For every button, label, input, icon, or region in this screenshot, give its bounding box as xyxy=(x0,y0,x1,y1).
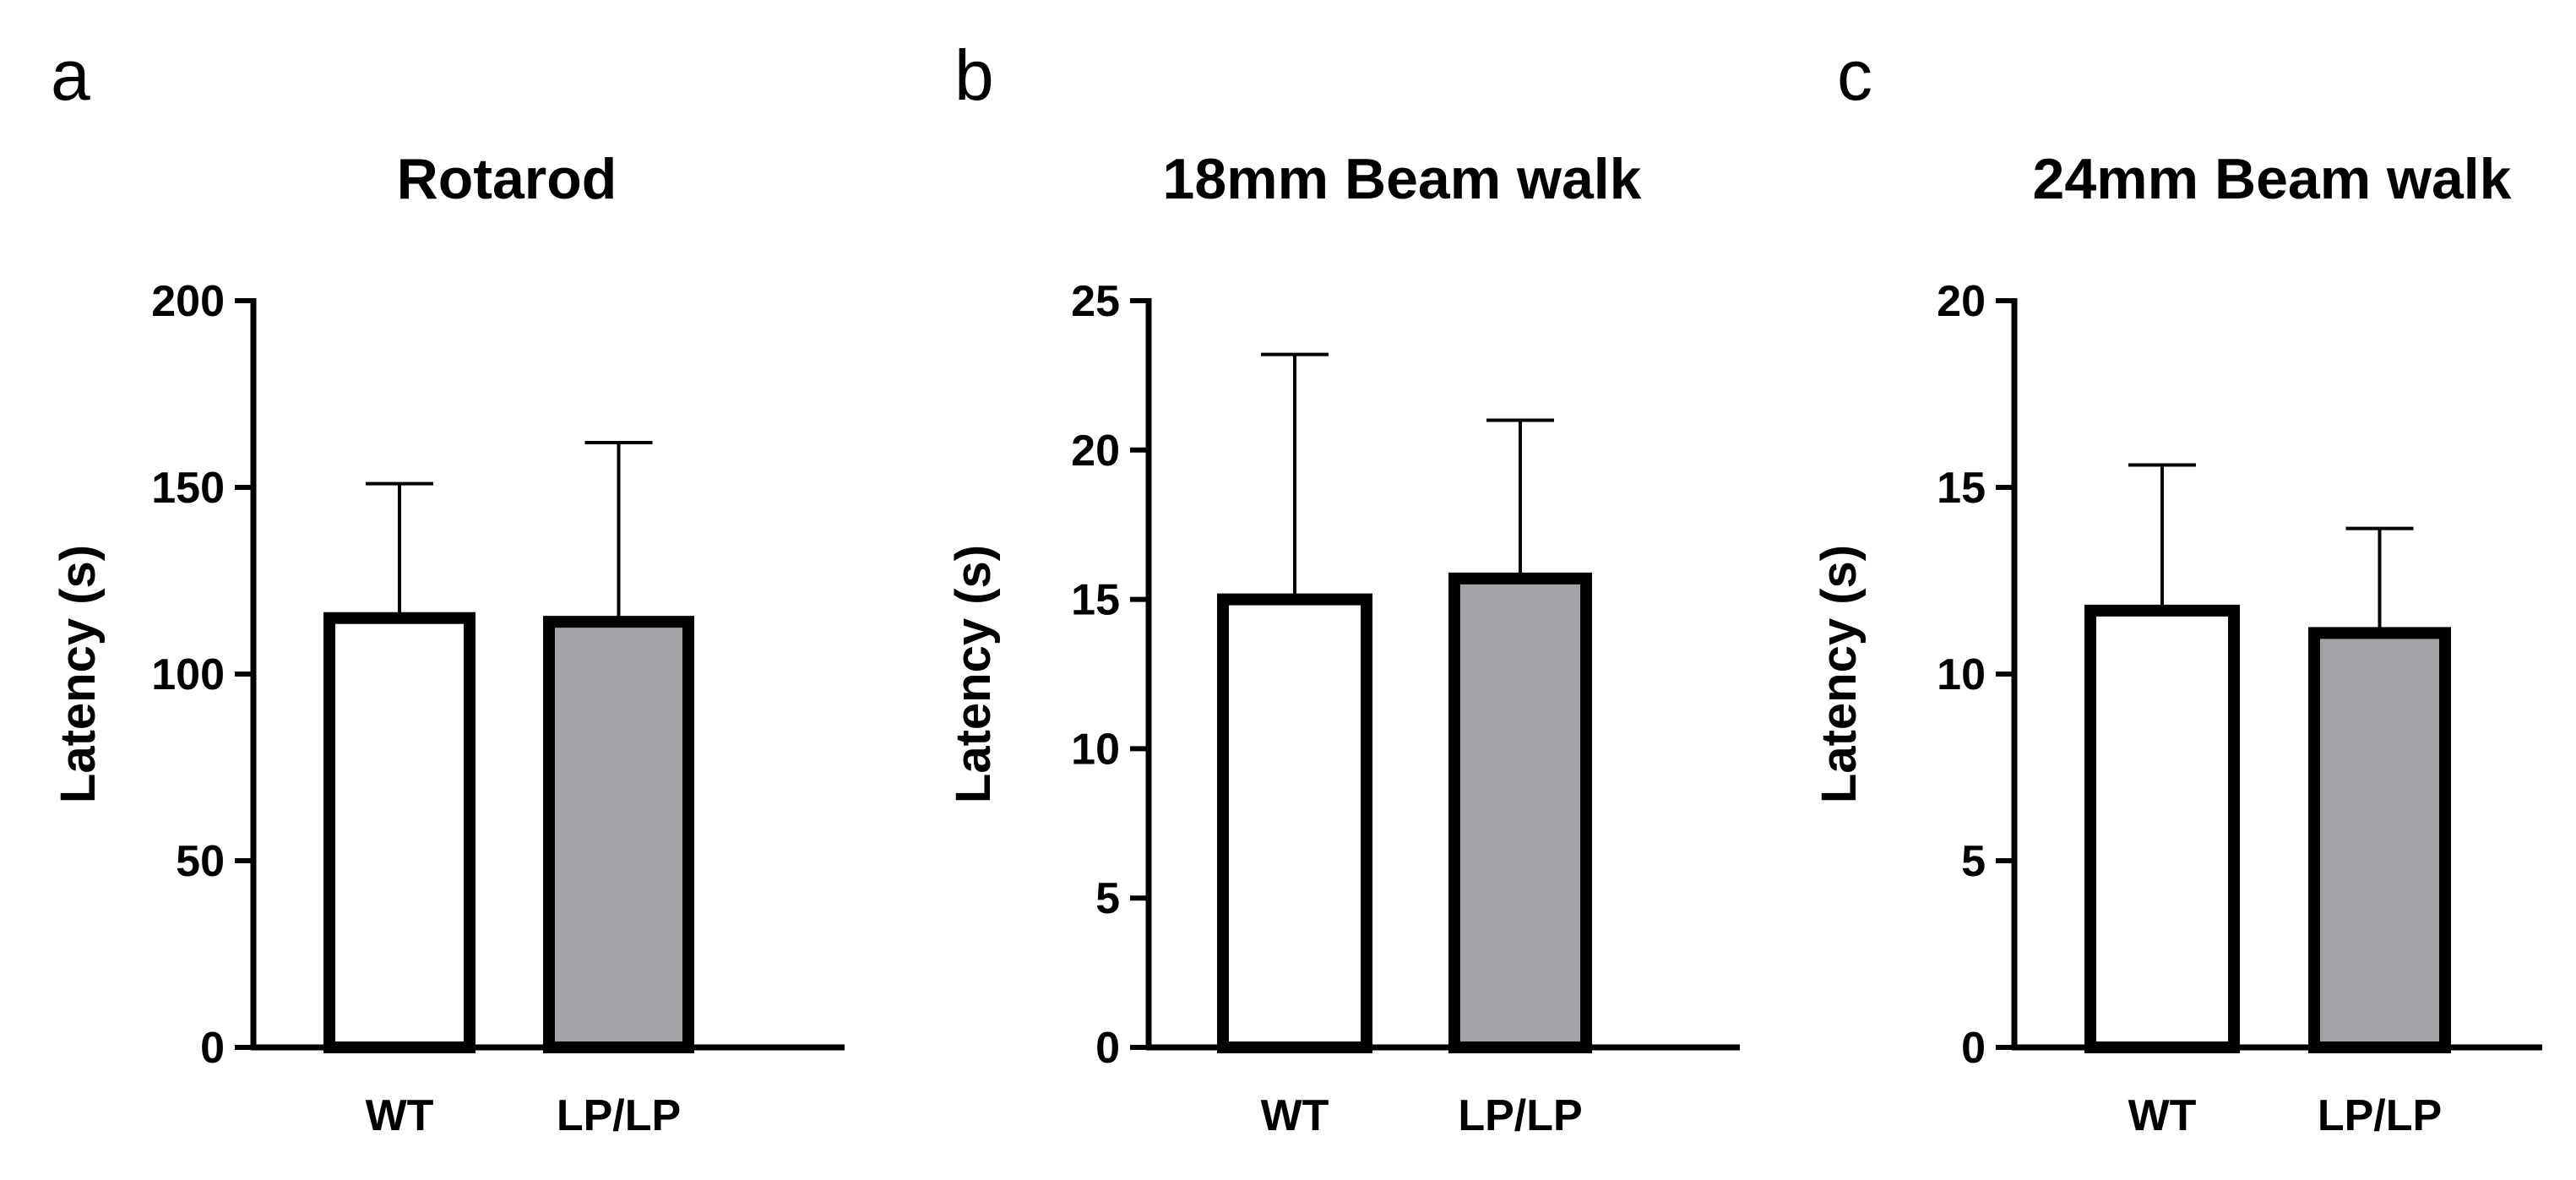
x-tick-label: WT xyxy=(1261,1091,1329,1140)
y-tick-label: 0 xyxy=(1095,1024,1120,1073)
y-axis-label: Latency (s) xyxy=(946,545,1001,803)
chart-title: Rotarod xyxy=(397,147,617,211)
y-tick-label: 200 xyxy=(151,277,225,326)
y-tick-label: 100 xyxy=(151,650,225,699)
x-tick-label: WT xyxy=(2128,1091,2197,1140)
x-tick-label: LP/LP xyxy=(557,1091,681,1140)
y-axis-label: Latency (s) xyxy=(1812,545,1867,803)
bar-lp-lp xyxy=(1448,572,1592,1053)
chart-panel-b: b 18mm Beam walk Latency (s) 0 5 10 15 20 25 WT LP… xyxy=(946,35,1740,1140)
x-tick-label: LP/LP xyxy=(1458,1091,1582,1140)
chart-panel-c: c 24mm Beam walk Latency (s) 0 5 10 15 20 WT LP/L… xyxy=(1812,35,2542,1140)
y-tick-label: 50 xyxy=(176,837,225,886)
y-tick-label: 25 xyxy=(1071,277,1120,326)
x-tick-label: WT xyxy=(366,1091,434,1140)
y-tick-label: 0 xyxy=(1961,1024,1986,1073)
bar-wt xyxy=(1217,593,1372,1053)
y-tick-label: 10 xyxy=(1937,650,1986,699)
panel-letter: c xyxy=(1837,35,1872,115)
bar-wt xyxy=(323,612,476,1053)
x-tick-label: LP/LP xyxy=(2318,1091,2442,1140)
chart-title: 24mm Beam walk xyxy=(2033,147,2512,211)
y-tick-label: 10 xyxy=(1071,725,1120,774)
y-tick-label: 150 xyxy=(151,464,225,513)
y-tick-label: 15 xyxy=(1937,464,1986,513)
y-tick-label: 5 xyxy=(1095,874,1120,923)
chart-title: 18mm Beam walk xyxy=(1163,147,1642,211)
chart-panel-a: a Rotarod Latency (s) 0 50 100 150 200 WT LP/LP xyxy=(51,35,845,1140)
y-tick-label: 20 xyxy=(1071,427,1120,476)
y-tick-label: 15 xyxy=(1071,576,1120,625)
y-axis-label: Latency (s) xyxy=(51,545,106,803)
y-tick-label: 20 xyxy=(1937,277,1986,326)
panel-letter: a xyxy=(51,35,90,115)
panel-letter: b xyxy=(954,35,994,115)
bar-lp-lp xyxy=(2308,627,2451,1053)
y-tick-label: 0 xyxy=(200,1024,225,1073)
bar-wt xyxy=(2084,604,2240,1053)
bar-lp-lp xyxy=(543,616,694,1053)
y-tick-label: 5 xyxy=(1961,837,1986,886)
